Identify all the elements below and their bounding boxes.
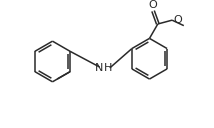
- Text: O: O: [173, 15, 182, 25]
- Text: N: N: [95, 63, 103, 73]
- Text: H: H: [104, 63, 113, 73]
- Text: O: O: [149, 0, 158, 10]
